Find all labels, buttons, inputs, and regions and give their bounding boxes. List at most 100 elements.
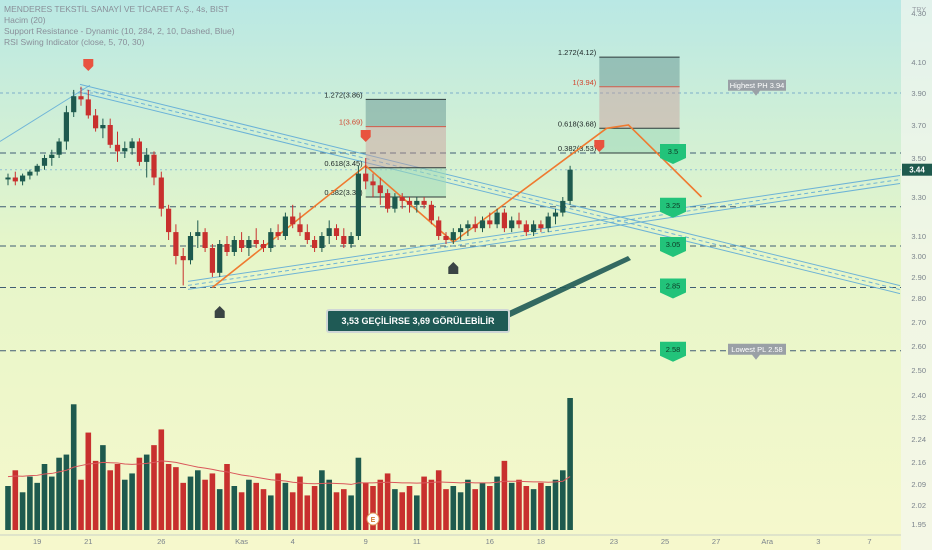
swing-low-marker-2 — [448, 262, 459, 274]
volume-bar-68 — [501, 460, 508, 530]
price-tick-label-6: 3.10 — [911, 232, 926, 241]
candle-body-77 — [567, 169, 573, 201]
falling-channel-line-2 — [79, 91, 901, 295]
volume-bar-67 — [494, 476, 500, 530]
legend-support-resistance[interactable]: Support Resistance - Dynamic (10, 284, 2… — [4, 26, 235, 36]
candle-body-37 — [275, 232, 281, 236]
candle-body-27 — [202, 232, 208, 248]
pivot-label-text-1: Lowest PL 2.58 — [731, 345, 782, 354]
candle-body-39 — [290, 216, 296, 225]
time-label-7: 16 — [486, 537, 494, 546]
candle-body-70 — [516, 220, 522, 225]
candle-body-17 — [129, 141, 135, 149]
candle-body-32 — [239, 240, 245, 248]
volume-bar-45 — [333, 492, 340, 530]
time-label-12: Ara — [761, 537, 774, 546]
candle-body-22 — [166, 208, 172, 233]
volume-bar-22 — [165, 464, 172, 530]
time-label-5: 9 — [364, 537, 368, 546]
swing-high-marker-1 — [83, 59, 94, 71]
volume-bar-12 — [92, 460, 99, 530]
time-label-0: 19 — [33, 537, 41, 546]
candle-body-5 — [41, 158, 48, 166]
volume-bar-31 — [231, 486, 238, 530]
volume-bar-5 — [41, 464, 48, 530]
legend-rsi-swing[interactable]: RSI Swing Indicator (close, 5, 70, 30) — [4, 37, 145, 47]
candle-body-47 — [348, 236, 354, 244]
candle-body-76 — [560, 200, 566, 213]
volume-bar-35 — [260, 489, 267, 530]
level-tag-2 — [660, 237, 686, 257]
volume-bar-57 — [421, 476, 427, 530]
volume-bar-37 — [275, 473, 281, 530]
candle-body-46 — [341, 236, 347, 244]
annotation-callout[interactable]: 3,53 GEÇİLİRSE 3,69 GÖRÜLEBİLİR — [326, 309, 510, 333]
volume-bar-58 — [428, 479, 435, 530]
volume-bar-38 — [282, 482, 289, 530]
candle-body-59 — [436, 220, 442, 236]
level-tag-label-2: 3.05 — [666, 240, 681, 249]
volume-bar-75 — [552, 479, 559, 530]
candle-body-53 — [392, 197, 398, 209]
level-tag-label-4: 2.58 — [666, 345, 681, 354]
price-tick-label-19: 1.95 — [911, 520, 926, 529]
price-tick-label-12: 2.50 — [911, 366, 926, 375]
volume-bar-69 — [508, 482, 515, 530]
price-tick-label-17: 2.09 — [911, 480, 926, 489]
candle-body-57 — [421, 200, 427, 205]
candle-body-36 — [268, 232, 274, 248]
candle-body-42 — [312, 240, 318, 248]
candle-body-52 — [385, 193, 391, 209]
falling-channel-line-0 — [79, 83, 901, 287]
candle-body-75 — [552, 212, 559, 217]
volume-bar-62 — [457, 492, 464, 530]
fib-left-zone-top — [365, 99, 446, 127]
volume-bar-46 — [341, 489, 347, 530]
volume-bar-52 — [384, 473, 391, 530]
volume-bar-28 — [209, 473, 216, 530]
level-tag-0 — [660, 144, 686, 165]
current-price-label: 3.44 — [909, 166, 925, 175]
swing-zigzag — [211, 124, 703, 289]
fib-right-zone-mid — [599, 86, 680, 129]
volume-bar-64 — [472, 489, 478, 530]
candle-body-64 — [472, 224, 478, 229]
falling-channel-line-1 — [79, 87, 901, 291]
time-label-9: 23 — [610, 537, 618, 546]
fib-right-label-3: 0.382(3.53) — [558, 144, 597, 153]
legend-volume[interactable]: Hacim (20) — [4, 15, 46, 25]
volume-ma-line — [7, 460, 571, 485]
volume-bar-25 — [187, 476, 194, 530]
candle-body-28 — [209, 248, 215, 273]
fib-left-label-2: 0.618(3.45) — [324, 159, 363, 168]
volume-bar-48 — [355, 457, 362, 530]
candle-body-48 — [355, 173, 361, 236]
candle-body-56 — [414, 200, 420, 205]
candle-body-16 — [122, 148, 128, 152]
candle-body-26 — [195, 232, 201, 236]
time-label-4: 4 — [291, 537, 295, 546]
candle-body-34 — [253, 240, 259, 244]
volume-bar-3 — [27, 476, 33, 530]
rising-channel-line-0 — [187, 174, 901, 282]
volume-bar-56 — [414, 495, 420, 530]
time-label-13: 3 — [816, 537, 820, 546]
candle-body-67 — [494, 212, 500, 225]
volume-bar-32 — [238, 492, 245, 530]
price-tick-label-0: 4.30 — [911, 9, 926, 18]
volume-bar-21 — [158, 429, 165, 530]
price-axis-background — [901, 0, 932, 550]
legend-symbol[interactable]: MENDERES TEKSTİL SANAYİ VE TİCARET A.Ş.,… — [4, 4, 229, 14]
candle-body-9 — [71, 96, 77, 113]
pivot-label-box-0 — [728, 79, 786, 96]
price-tick-label-4: 3.50 — [911, 154, 926, 163]
candle-body-44 — [326, 228, 332, 236]
fib-right-zone-top — [599, 57, 680, 87]
candle-body-18 — [136, 141, 142, 162]
price-tick-label-2: 3.90 — [911, 89, 926, 98]
earnings-marker-label: E — [371, 517, 376, 524]
candle-body-35 — [260, 244, 267, 248]
time-label-10: 25 — [661, 537, 669, 546]
